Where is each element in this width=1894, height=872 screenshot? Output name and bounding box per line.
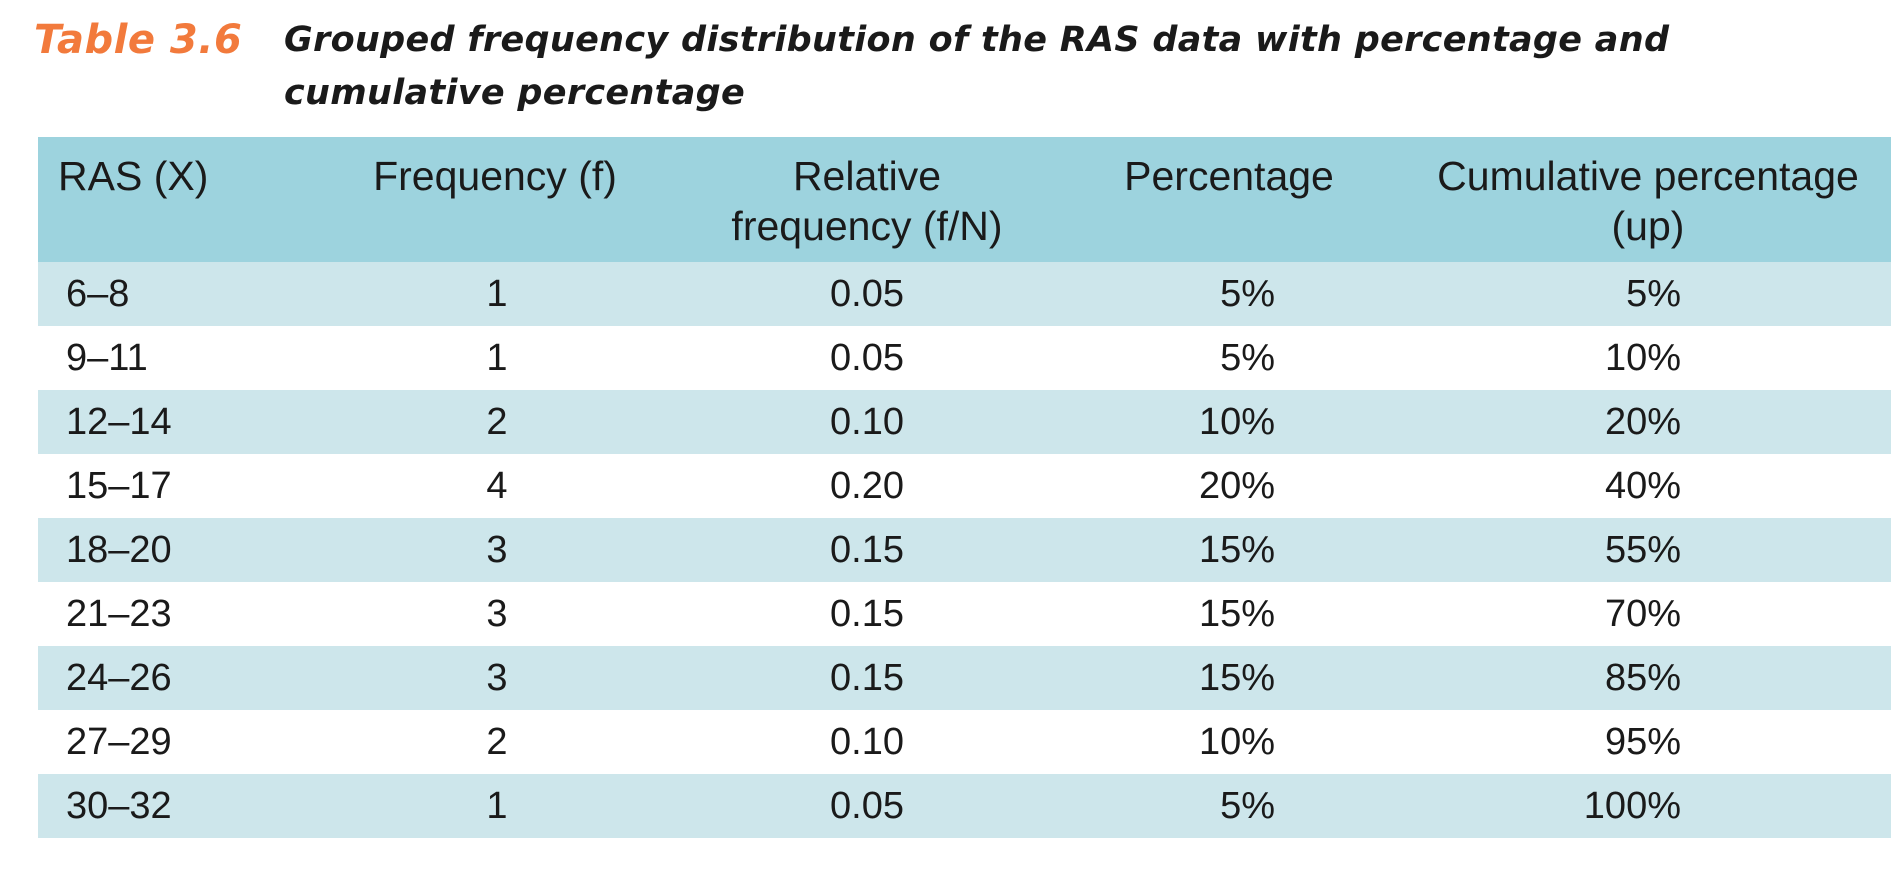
cell-range: 15–17 [66, 464, 172, 507]
cell-percentage: 10% [1198, 720, 1275, 763]
cell-relative-frequency: 0.10 [830, 400, 904, 443]
table-row: 21–23 3 0.15 15% 70% [38, 582, 1891, 646]
cell-cumulative: 95% [1604, 720, 1681, 763]
cell-percentage: 15% [1198, 592, 1275, 635]
cell-cumulative: 100% [1583, 784, 1681, 827]
cell-relative-frequency: 0.15 [830, 528, 904, 571]
cell-cumulative: 70% [1604, 592, 1681, 635]
cell-cumulative: 20% [1604, 400, 1681, 443]
cell-frequency: 2 [486, 720, 508, 763]
header-percentage-label: Percentage [1124, 153, 1334, 199]
header-frequency-label: Frequency (f) [373, 153, 617, 199]
table-row: 24–26 3 0.15 15% 85% [38, 646, 1891, 710]
header-percentage: Percentage [1053, 137, 1405, 262]
cell-cumulative: 5% [1626, 272, 1681, 315]
table-row: 6–8 1 0.05 5% 5% [38, 262, 1891, 326]
cell-frequency: 2 [486, 400, 508, 443]
header-frequency: Frequency (f) [309, 137, 681, 262]
cell-frequency: 3 [486, 528, 508, 571]
cell-range: 18–20 [66, 528, 172, 571]
cell-relative-frequency: 0.10 [830, 720, 904, 763]
table-caption: Table 3.6 Grouped frequency distribution… [34, 14, 1864, 124]
cell-frequency: 3 [486, 656, 508, 699]
cell-range: 24–26 [66, 656, 172, 699]
cell-frequency: 3 [486, 592, 508, 635]
table-row: 18–20 3 0.15 15% 55% [38, 518, 1891, 582]
cell-cumulative: 55% [1604, 528, 1681, 571]
cell-frequency: 1 [486, 784, 508, 827]
header-relative-line1: Relative [792, 153, 942, 199]
header-cumulative-line1: Cumulative percentage [1437, 153, 1859, 199]
cell-range: 21–23 [66, 592, 172, 635]
table-header: RAS (X) Frequency (f) Relative frequency… [38, 137, 1891, 262]
header-relative-line2: frequency (f/N) [731, 203, 1003, 249]
cell-range: 6–8 [66, 272, 130, 315]
table-row: 27–29 2 0.10 10% 95% [38, 710, 1891, 774]
cell-percentage: 20% [1198, 464, 1275, 507]
header-ras-label: RAS (X) [58, 153, 209, 199]
cell-relative-frequency: 0.05 [830, 784, 904, 827]
cell-cumulative: 10% [1604, 336, 1681, 379]
header-cumulative-percentage: Cumulative percentage (up) [1405, 137, 1891, 262]
cell-frequency: 1 [486, 336, 508, 379]
cell-range: 30–32 [66, 784, 172, 827]
cell-frequency: 4 [486, 464, 508, 507]
cell-relative-frequency: 0.15 [830, 656, 904, 699]
table-row: 15–17 4 0.20 20% 40% [38, 454, 1891, 518]
table-body: 6–8 1 0.05 5% 5% 9–11 1 0.05 5% 10% 12–1… [38, 262, 1891, 838]
cell-relative-frequency: 0.20 [830, 464, 904, 507]
frequency-table-container: RAS (X) Frequency (f) Relative frequency… [38, 137, 1891, 838]
cell-range: 27–29 [66, 720, 172, 763]
cell-range: 9–11 [66, 336, 148, 379]
cell-cumulative: 40% [1604, 464, 1681, 507]
cell-percentage: 15% [1198, 528, 1275, 571]
header-ras: RAS (X) [38, 137, 309, 262]
table-row: 12–14 2 0.10 10% 20% [38, 390, 1891, 454]
cell-relative-frequency: 0.05 [830, 272, 904, 315]
header-cumulative-line2: (up) [1611, 203, 1685, 249]
grouped-frequency-table: RAS (X) Frequency (f) Relative frequency… [38, 137, 1891, 838]
table-row: 9–11 1 0.05 5% 10% [38, 326, 1891, 390]
cell-relative-frequency: 0.05 [830, 336, 904, 379]
header-row: RAS (X) Frequency (f) Relative frequency… [38, 137, 1891, 262]
table-number: Table 3.6 [34, 17, 243, 63]
header-relative-frequency: Relative frequency (f/N) [681, 137, 1053, 262]
cell-percentage: 5% [1220, 336, 1275, 379]
table-title: Grouped frequency distribution of the RA… [284, 20, 1670, 113]
cell-relative-frequency: 0.15 [830, 592, 904, 635]
cell-percentage: 10% [1198, 400, 1275, 443]
table-row: 30–32 1 0.05 5% 100% [38, 774, 1891, 838]
cell-percentage: 5% [1220, 784, 1275, 827]
cell-range: 12–14 [66, 400, 172, 443]
cell-percentage: 5% [1220, 272, 1275, 315]
cell-cumulative: 85% [1604, 656, 1681, 699]
cell-percentage: 15% [1198, 656, 1275, 699]
cell-frequency: 1 [486, 272, 508, 315]
